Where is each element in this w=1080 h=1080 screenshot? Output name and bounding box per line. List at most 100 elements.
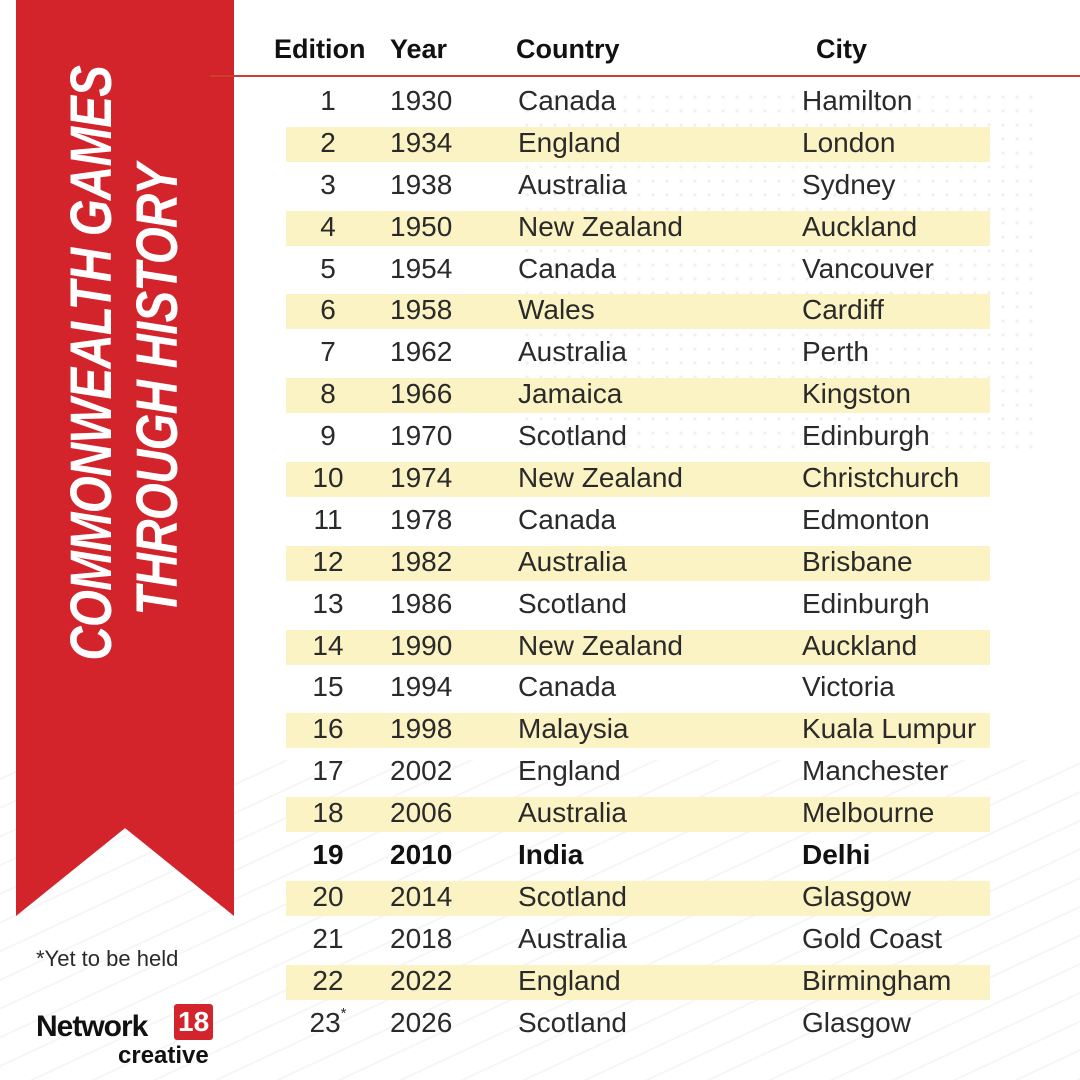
cell-country: Scotland (518, 420, 627, 452)
table-row: 4 1950 New Zealand Auckland (0, 207, 1080, 249)
cell-city: Brisbane (802, 545, 913, 577)
network18-creative-logo: Network 18 creative (36, 1004, 216, 1070)
cell-city: Sydney (802, 168, 896, 200)
cell-city: Delhi (802, 839, 871, 871)
cell-country: New Zealand (518, 629, 683, 661)
cell-edition: 18 (286, 797, 370, 829)
table-row: 9 1970 Scotland Edinburgh (0, 416, 1080, 458)
table-row: 16 1998 Malaysia Kuala Lumpur (0, 709, 1080, 751)
cell-city: Christchurch (802, 462, 960, 494)
header-edition: Edition (274, 34, 366, 64)
cell-edition: 14 (286, 630, 370, 662)
cell-city: Edinburgh (802, 420, 930, 452)
cell-year: 2014 (390, 880, 453, 912)
cell-edition: 17 (286, 755, 370, 787)
title-ribbon (16, 0, 234, 916)
cell-country: India (518, 839, 584, 871)
header-city: City (816, 34, 868, 64)
cell-year: 1938 (390, 168, 453, 200)
cell-city: Vancouver (802, 252, 934, 284)
cell-edition: 4 (286, 211, 370, 243)
table-row: 19 2010 India Delhi (0, 835, 1080, 877)
table-row: 7 1962 Australia Perth (0, 332, 1080, 374)
cell-country: New Zealand (518, 462, 683, 494)
cell-city: Cardiff (802, 294, 884, 326)
edition-number: 4 (320, 210, 336, 242)
cell-edition: 22 (286, 965, 370, 997)
table-row: 20 2014 Scotland Glasgow (0, 877, 1080, 919)
table-row: 10 1974 New Zealand Christchurch (0, 458, 1080, 500)
logo-number-badge: 18 (174, 1004, 214, 1040)
cell-year: 2010 (390, 839, 453, 871)
table-row: 22 2022 England Birmingham (0, 961, 1080, 1003)
cell-city: Glasgow (802, 880, 911, 912)
cell-year: 1982 (390, 545, 453, 577)
cell-city: Hamilton (802, 85, 913, 116)
cell-country: Canada (518, 252, 617, 284)
cell-year: 1990 (390, 629, 453, 661)
table-row: 11 1978 Canada Edmonton (0, 500, 1080, 542)
cell-edition: 8 (286, 378, 370, 410)
table-row: 12 1982 Australia Brisbane (0, 542, 1080, 584)
edition-number: 12 (312, 545, 344, 577)
cell-city: Auckland (802, 210, 918, 242)
games-table: 1 1930 Canada Hamilton 2 1934 England London 3 19… (0, 81, 1080, 1044)
cell-edition: 9 (286, 420, 370, 452)
edition-number: 8 (320, 378, 336, 410)
cell-edition: 16 (286, 713, 370, 745)
cell-country: Malaysia (518, 713, 629, 745)
cell-edition: 13 (286, 588, 370, 620)
cell-country: Wales (518, 294, 595, 326)
header-country: Country (516, 34, 620, 64)
table-row: 15 1994 Canada Victoria (0, 667, 1080, 709)
cell-edition: 10 (286, 462, 370, 494)
edition-number: 11 (313, 503, 343, 535)
cell-year: 1974 (390, 462, 453, 494)
table-row: 23* 2026 Scotland Glasgow (0, 1003, 1080, 1045)
cell-country: Canada (518, 671, 617, 703)
cell-city: Manchester (802, 755, 949, 787)
edition-number: 9 (320, 420, 336, 452)
cell-year: 1998 (390, 713, 453, 745)
cell-country: Scotland (518, 1006, 627, 1038)
cell-edition: 3 (286, 169, 370, 201)
table-row: 3 1938 Australia Sydney (0, 165, 1080, 207)
edition-number: 21 (312, 922, 344, 954)
cell-edition: 5 (286, 253, 370, 285)
cell-year: 1970 (390, 420, 453, 452)
cell-country: Scotland (518, 587, 627, 619)
table-row: 5 1954 Canada Vancouver (0, 249, 1080, 291)
cell-edition: 23* (286, 1005, 370, 1039)
cell-city: London (802, 126, 896, 158)
cell-edition: 11 (286, 504, 370, 536)
cell-country: England (518, 126, 621, 158)
table-row: 2 1934 England London (0, 123, 1080, 165)
cell-city: Victoria (802, 671, 895, 703)
cell-country: New Zealand (518, 210, 683, 242)
table-row: 1 1930 Canada Hamilton (0, 81, 1080, 123)
cell-country: Australia (518, 922, 627, 954)
cell-country: Scotland (518, 880, 627, 912)
cell-country: Jamaica (518, 378, 623, 410)
cell-city: Kuala Lumpur (802, 713, 977, 745)
edition-number: 13 (312, 587, 344, 619)
table-row: 8 1966 Jamaica Kingston (0, 374, 1080, 416)
table-row: 17 2002 England Manchester (0, 751, 1080, 793)
edition-number: 1 (320, 85, 336, 116)
cell-year: 2018 (390, 922, 453, 954)
cell-year: 1958 (390, 294, 453, 326)
cell-edition: 19 (286, 839, 370, 871)
cell-year: 2026 (390, 1006, 453, 1038)
cell-city: Edmonton (802, 503, 930, 535)
cell-city: Kingston (802, 378, 911, 410)
cell-city: Edinburgh (802, 587, 930, 619)
cell-edition: 21 (286, 923, 370, 955)
cell-edition: 12 (286, 546, 370, 578)
cell-city: Birmingham (802, 964, 952, 996)
table-row: 21 2018 Australia Gold Coast (0, 919, 1080, 961)
edition-number: 6 (320, 294, 336, 326)
edition-number: 15 (312, 671, 344, 703)
cell-city: Perth (802, 336, 869, 368)
cell-year: 2002 (390, 755, 453, 787)
cell-country: England (518, 755, 621, 787)
